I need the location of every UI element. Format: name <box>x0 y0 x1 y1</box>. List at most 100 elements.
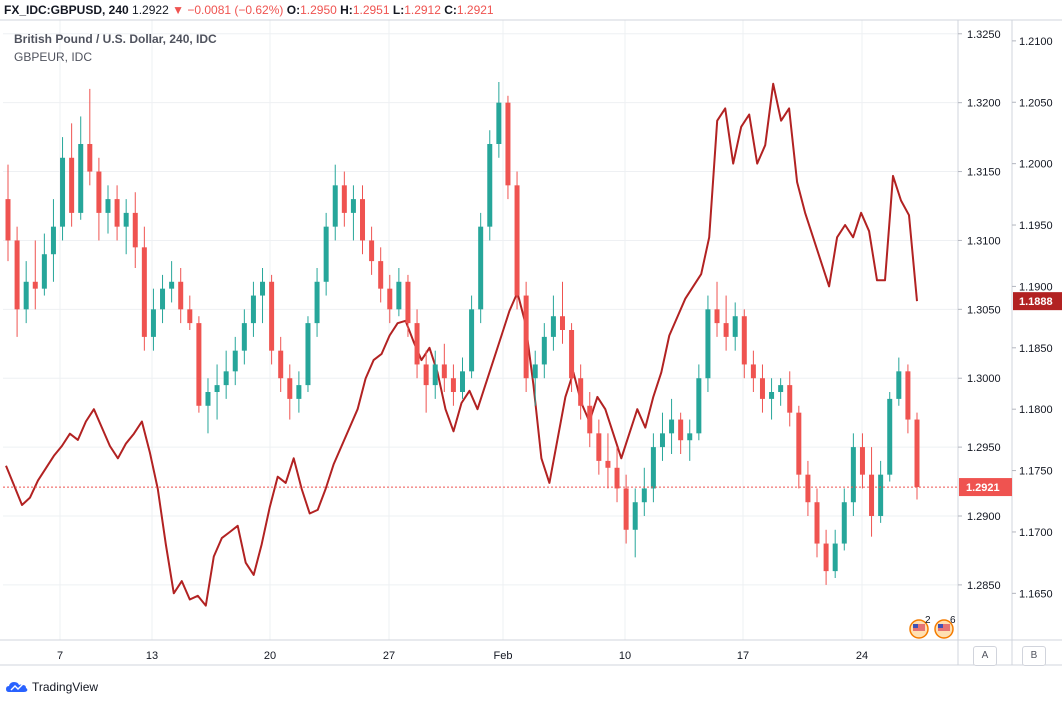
time-axis-label: 24 <box>856 650 868 662</box>
candle-body <box>305 323 311 386</box>
candle-body <box>114 199 120 227</box>
right-axis-tick-label: 1.3000 <box>967 373 1001 385</box>
flag-stripes-icon <box>913 624 925 631</box>
low-label: L: <box>392 3 405 17</box>
candle-body <box>914 419 920 488</box>
open-label: O: <box>286 3 301 17</box>
compare-last-label: 1.1888 <box>1019 296 1053 308</box>
candle-body <box>796 412 802 475</box>
flag-canton-icon <box>938 624 943 628</box>
candle-body <box>841 502 847 544</box>
candle-body <box>632 502 638 530</box>
high-label: H: <box>340 3 353 17</box>
candle-body <box>241 323 247 351</box>
candle-body <box>878 474 884 516</box>
candle-body <box>178 281 184 310</box>
far-right-axis-tick-label: 1.1800 <box>1019 404 1053 416</box>
axes: 1.3250 1.3200 1.3150 1.3100 1.3050 1.3000 1.29… <box>0 19 1062 666</box>
candle-body <box>50 226 56 255</box>
candle-body <box>532 364 538 379</box>
candle-body <box>650 447 656 489</box>
gbpeur-compare-line <box>5 82 918 607</box>
down-arrow-icon: ▼ <box>172 3 184 17</box>
candle-body <box>14 240 20 310</box>
candle-body <box>869 474 875 516</box>
candle-body <box>196 323 202 406</box>
far-right-axis-tick-label: 1.1750 <box>1019 466 1053 478</box>
candle-body <box>41 254 47 289</box>
candle-body <box>623 488 629 530</box>
candle-body <box>387 288 393 310</box>
candle-body <box>769 392 775 399</box>
last-price-label-bg <box>959 478 1012 497</box>
candle-body <box>23 281 29 310</box>
candle-body <box>460 371 465 392</box>
candle-body <box>505 102 511 186</box>
candle-body <box>441 364 447 379</box>
candle-body <box>487 144 493 227</box>
tradingview-logo[interactable]: TradingView <box>6 679 98 695</box>
candle-body <box>187 309 193 324</box>
far-right-axis-tick-label: 1.2100 <box>1019 36 1053 48</box>
candle-body <box>105 199 111 213</box>
candle-body <box>850 447 856 503</box>
time-axis-label: Feb <box>494 650 513 662</box>
candle-body <box>887 398 893 475</box>
economic-event-marker-2[interactable]: 6 <box>934 615 956 639</box>
candle-body <box>559 316 565 330</box>
price-change: −0.0081 (−0.62%) <box>187 3 284 17</box>
candle-body <box>60 157 66 227</box>
candle-body <box>87 144 93 172</box>
candle-body <box>205 392 211 406</box>
candle-body <box>541 336 547 365</box>
candle-body <box>705 309 711 379</box>
open-value: 1.2950 <box>300 3 337 17</box>
candle-body <box>469 309 475 372</box>
low-value: 1.2912 <box>404 3 441 17</box>
brand-label: TradingView <box>32 680 99 694</box>
symbol-label[interactable]: FX_IDC:GBPUSD, 240 <box>4 3 129 17</box>
time-axis-label: 27 <box>383 650 395 662</box>
symbol-header: FX_IDC:GBPUSD, 240 1.2922 ▼ −0.0081 (−0.… <box>4 2 494 18</box>
flag-stripes-icon <box>938 624 950 631</box>
candle-body <box>405 281 411 324</box>
tradingview-cloud-icon <box>6 682 28 692</box>
candle-body <box>423 364 429 386</box>
candle-body <box>669 419 675 434</box>
right-axis-tick-label: 1.2850 <box>967 580 1001 592</box>
right-axis-tick-label: 1.3250 <box>967 29 1001 41</box>
candle-body <box>759 378 765 399</box>
candle-body <box>687 433 693 441</box>
scale-b-button[interactable]: B <box>1022 646 1046 666</box>
candle-body <box>614 467 620 489</box>
candle-body <box>250 295 256 324</box>
candle-body <box>32 281 38 289</box>
candle-body <box>514 185 520 296</box>
far-right-axis-tick-label: 1.1650 <box>1019 588 1053 600</box>
candle-body <box>341 185 347 213</box>
last-price: 1.2922 <box>132 3 169 17</box>
candle-body <box>414 323 420 365</box>
main-series-legend[interactable]: British Pound / U.S. Dollar, 240, IDC <box>14 32 217 46</box>
auto-scale-button[interactable]: A <box>973 646 997 666</box>
candle-body <box>587 405 593 434</box>
time-axis-label: 13 <box>146 650 158 662</box>
right-axis-tick-label: 1.3200 <box>967 98 1001 110</box>
candle-body <box>223 371 229 386</box>
right-axis-tick-label: 1.3050 <box>967 304 1001 316</box>
candle-body <box>332 185 338 227</box>
candle-body <box>123 212 129 227</box>
candle-body <box>78 144 84 213</box>
close-label: C: <box>444 3 457 17</box>
compare-series-legend[interactable]: GBPEUR, IDC <box>14 50 93 64</box>
economic-event-marker-1[interactable]: 2 <box>909 615 931 639</box>
candle-body <box>832 543 838 572</box>
far-right-axis-tick-label: 1.1900 <box>1019 281 1053 293</box>
candle-body <box>550 316 556 337</box>
candle-body <box>478 226 484 310</box>
candle-body <box>750 364 756 379</box>
candle-body <box>214 385 220 392</box>
